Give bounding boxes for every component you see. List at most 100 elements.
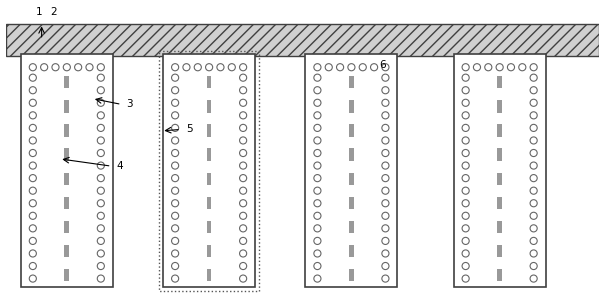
- Circle shape: [97, 112, 105, 119]
- Circle shape: [240, 187, 247, 194]
- Circle shape: [29, 237, 36, 244]
- Circle shape: [359, 64, 366, 71]
- Bar: [497, 245, 502, 257]
- Circle shape: [240, 99, 247, 106]
- Circle shape: [172, 112, 178, 119]
- Bar: [207, 124, 212, 137]
- Circle shape: [97, 87, 105, 94]
- Circle shape: [462, 237, 469, 244]
- Circle shape: [530, 137, 537, 144]
- Circle shape: [29, 275, 36, 282]
- Bar: [454, 54, 546, 287]
- Circle shape: [382, 112, 389, 119]
- Bar: [207, 76, 212, 88]
- Circle shape: [240, 149, 247, 157]
- Circle shape: [314, 212, 321, 219]
- Circle shape: [240, 262, 247, 270]
- Circle shape: [314, 237, 321, 244]
- Circle shape: [530, 250, 537, 257]
- Circle shape: [530, 225, 537, 232]
- Circle shape: [462, 162, 469, 169]
- Circle shape: [314, 99, 321, 106]
- Circle shape: [382, 99, 389, 106]
- Circle shape: [97, 124, 105, 131]
- Circle shape: [382, 124, 389, 131]
- Circle shape: [97, 74, 105, 81]
- Circle shape: [336, 64, 344, 71]
- Bar: [163, 54, 255, 287]
- Circle shape: [172, 74, 178, 81]
- Circle shape: [97, 149, 105, 157]
- Circle shape: [172, 225, 178, 232]
- Circle shape: [97, 200, 105, 207]
- Bar: [207, 172, 212, 185]
- Circle shape: [97, 137, 105, 144]
- Circle shape: [382, 137, 389, 144]
- Circle shape: [382, 187, 389, 194]
- Bar: [65, 124, 69, 137]
- Circle shape: [172, 87, 178, 94]
- Circle shape: [97, 212, 105, 219]
- Circle shape: [530, 237, 537, 244]
- Circle shape: [530, 149, 537, 157]
- Bar: [6, 24, 599, 56]
- Circle shape: [97, 187, 105, 194]
- Circle shape: [97, 275, 105, 282]
- Circle shape: [29, 225, 36, 232]
- Circle shape: [382, 149, 389, 157]
- Bar: [349, 269, 354, 281]
- Circle shape: [462, 212, 469, 219]
- Circle shape: [228, 64, 235, 71]
- Circle shape: [462, 187, 469, 194]
- Circle shape: [530, 112, 537, 119]
- Bar: [21, 54, 113, 287]
- Bar: [207, 148, 212, 161]
- Circle shape: [74, 64, 82, 71]
- Circle shape: [508, 64, 514, 71]
- Circle shape: [240, 250, 247, 257]
- Circle shape: [240, 112, 247, 119]
- Bar: [497, 148, 502, 161]
- Circle shape: [172, 175, 178, 182]
- Circle shape: [530, 124, 537, 131]
- Circle shape: [518, 64, 526, 71]
- Circle shape: [382, 74, 389, 81]
- Bar: [65, 196, 69, 209]
- Bar: [349, 100, 354, 112]
- Bar: [349, 76, 354, 88]
- Bar: [497, 76, 502, 88]
- Bar: [65, 245, 69, 257]
- Circle shape: [370, 64, 378, 71]
- Bar: [207, 269, 212, 281]
- Circle shape: [382, 162, 389, 169]
- Circle shape: [172, 124, 178, 131]
- Circle shape: [41, 64, 48, 71]
- Circle shape: [462, 149, 469, 157]
- Circle shape: [314, 74, 321, 81]
- Circle shape: [496, 64, 503, 71]
- Circle shape: [462, 87, 469, 94]
- Circle shape: [97, 262, 105, 270]
- Circle shape: [314, 262, 321, 270]
- Bar: [65, 76, 69, 88]
- Circle shape: [172, 64, 178, 71]
- Circle shape: [382, 225, 389, 232]
- Bar: [349, 196, 354, 209]
- Circle shape: [29, 87, 36, 94]
- Bar: [207, 245, 212, 257]
- Circle shape: [52, 64, 59, 71]
- Circle shape: [530, 200, 537, 207]
- Circle shape: [86, 64, 93, 71]
- Circle shape: [314, 124, 321, 131]
- Circle shape: [172, 187, 178, 194]
- Circle shape: [462, 175, 469, 182]
- Circle shape: [29, 262, 36, 270]
- Circle shape: [29, 187, 36, 194]
- Bar: [207, 221, 212, 233]
- Circle shape: [172, 137, 178, 144]
- Circle shape: [382, 175, 389, 182]
- Circle shape: [462, 137, 469, 144]
- Circle shape: [462, 275, 469, 282]
- Circle shape: [314, 225, 321, 232]
- Circle shape: [97, 237, 105, 244]
